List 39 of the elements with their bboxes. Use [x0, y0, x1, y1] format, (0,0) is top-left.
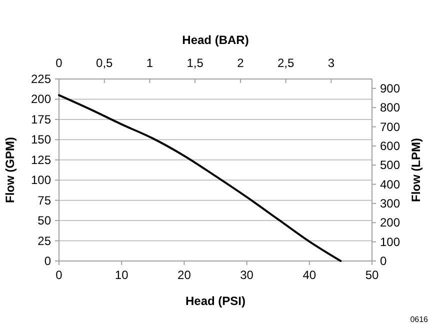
x2-tick-label: 3 — [328, 56, 335, 70]
x-tick-label: 10 — [114, 268, 129, 282]
x-tick-label: 40 — [302, 268, 316, 282]
x-tick-label: 0 — [56, 268, 63, 282]
x2-tick-label: 1,5 — [186, 56, 204, 70]
x2-tick-label: 0 — [56, 56, 63, 70]
y2-tick-label: 500 — [380, 158, 400, 172]
text: 0616 — [410, 315, 429, 324]
x-tick-label: 30 — [240, 268, 254, 282]
y2-axis-title: Flow (LPM) — [409, 138, 423, 202]
x-tick-label: 50 — [365, 268, 379, 282]
x2-tick-label: 2,5 — [277, 56, 294, 70]
y-tick-label: 225 — [30, 72, 52, 86]
x2-tick-label: 1 — [146, 56, 154, 70]
y2-tick-label: 400 — [380, 177, 400, 192]
y-tick-label: 150 — [30, 132, 52, 147]
x-axis-title: Head (PSI) — [185, 294, 246, 308]
y2-tick-label: 800 — [380, 100, 400, 115]
y2-tick-label: 700 — [380, 120, 400, 134]
x2-tick-label: 0,5 — [96, 56, 114, 70]
line-series — [58, 94, 342, 262]
x2-axis-title: Head (BAR) — [182, 33, 249, 47]
y2-tick-label: 900 — [380, 81, 400, 96]
y2-tick-label: 0 — [380, 254, 387, 268]
y-tick-label: 0 — [44, 254, 52, 268]
y-tick-label: 200 — [30, 92, 52, 106]
y2-tick-label: 300 — [380, 196, 400, 210]
y-tick-label: 100 — [30, 173, 52, 188]
y-axis-title: Flow (GPM) — [3, 137, 17, 203]
y-tick-label: 50 — [38, 214, 52, 228]
y2-tick-label: 600 — [380, 138, 400, 153]
y-tick-label: 125 — [30, 152, 52, 167]
y2-tick-label: 200 — [380, 216, 400, 230]
y-tick-label: 25 — [38, 234, 52, 248]
x-tick-label: 20 — [178, 268, 192, 282]
x2-tick-label: 2 — [237, 56, 244, 70]
y2-tick-label: 100 — [380, 234, 400, 249]
y-tick-label: 175 — [30, 112, 52, 126]
y-tick-label: 75 — [38, 193, 52, 208]
